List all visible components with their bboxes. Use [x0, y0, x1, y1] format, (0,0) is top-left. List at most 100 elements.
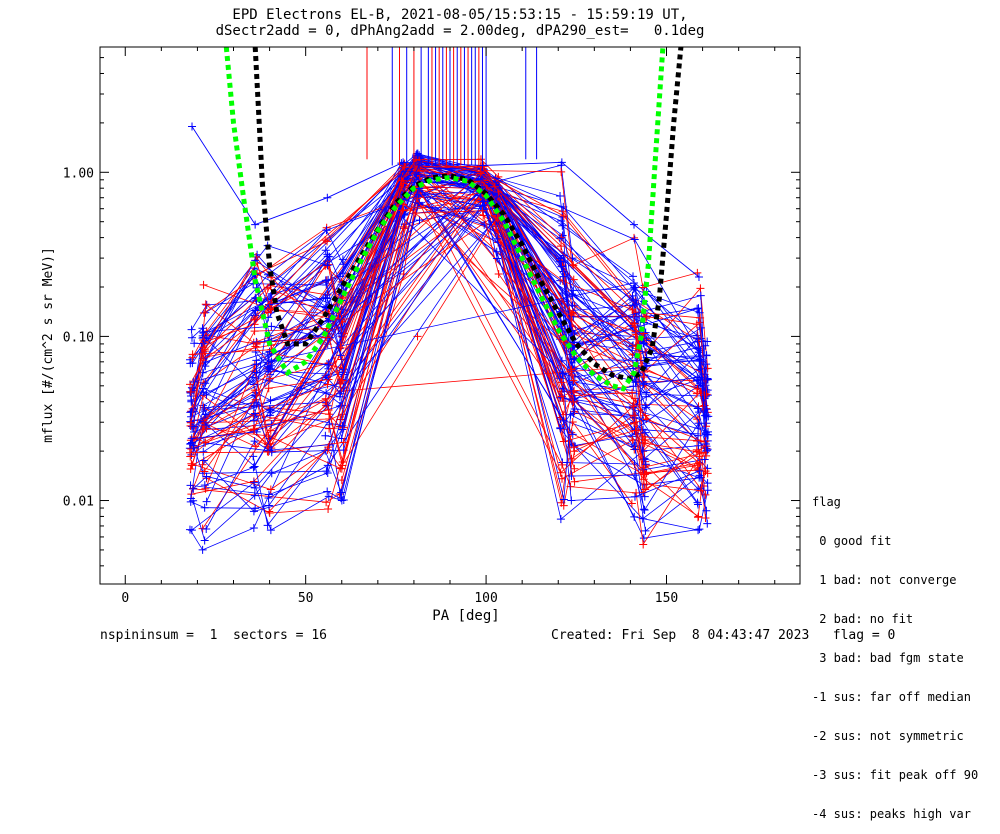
trace-point: [249, 524, 258, 533]
trace-point: [200, 467, 209, 476]
trace-point: [336, 343, 345, 352]
flux-trace: [186, 155, 651, 397]
trace-point: [251, 504, 260, 513]
chart-subtitle: dSectr2add = 0, dPhAng2add = 2.00deg, dP…: [215, 23, 705, 39]
legend-item-high-var: -4 sus: peaks high var: [812, 807, 971, 821]
trace-point: [476, 155, 485, 164]
trace-point: [628, 388, 637, 397]
data-point: [630, 220, 639, 229]
trace-point: [632, 299, 641, 308]
trace-point: [322, 467, 331, 476]
trace-point: [570, 477, 579, 486]
trace-point: [200, 403, 209, 412]
trace-line: [191, 171, 707, 495]
trace-point: [694, 500, 703, 509]
trace-point: [265, 363, 274, 372]
trace-point: [199, 447, 208, 456]
trace-point: [641, 428, 650, 437]
trace-point: [704, 430, 713, 439]
trace-point: [399, 270, 408, 279]
trace-point: [630, 471, 639, 480]
trace-point: [702, 360, 711, 369]
trace-line: [191, 202, 646, 531]
trace-point: [199, 308, 208, 317]
trace-line: [339, 185, 706, 468]
trace-point: [202, 390, 211, 399]
trace-point: [480, 220, 489, 229]
trace-point: [339, 438, 348, 447]
fit-curve-green: [223, 46, 666, 392]
trace-point: [630, 278, 639, 287]
trace-point: [694, 526, 703, 535]
trace-point: [569, 275, 578, 284]
trace-point: [198, 368, 207, 377]
trace-point: [629, 284, 638, 293]
trace-line: [189, 173, 709, 449]
trace-point: [630, 492, 639, 501]
trace-point: [695, 373, 704, 382]
trace-point: [336, 464, 345, 473]
trace-point: [642, 403, 651, 412]
trace-point: [187, 325, 196, 334]
trace-point: [202, 472, 211, 481]
trace-point: [322, 226, 331, 235]
trace-point: [693, 304, 702, 313]
trace-point: [557, 460, 566, 469]
trace-line: [189, 206, 709, 551]
trace-point: [321, 394, 330, 403]
trace-point: [199, 456, 208, 465]
trace-point: [556, 468, 565, 477]
trace-point: [492, 183, 501, 192]
trace-point: [266, 305, 275, 314]
trace-point: [201, 379, 210, 388]
trace-point: [415, 160, 424, 169]
trace-point: [321, 371, 330, 380]
trace-point: [555, 234, 564, 243]
trace-point: [493, 254, 502, 263]
trace-line: [193, 180, 705, 449]
trace-point: [694, 431, 703, 440]
trace-point: [692, 445, 701, 454]
trace-point: [323, 469, 332, 478]
trace-point: [641, 460, 650, 469]
trace-point: [252, 337, 261, 346]
trace-point: [411, 209, 420, 218]
legend-item-no-fit: 2 bad: no fit: [812, 612, 914, 626]
trace-point: [630, 312, 639, 321]
trace-point: [703, 519, 712, 528]
trace-point: [264, 493, 273, 502]
trace-point: [249, 463, 258, 472]
trace-point: [253, 338, 262, 347]
fit-curves: [223, 46, 684, 392]
chart-title: EPD Electrons EL-B, 2021-08-05/15:53:15 …: [232, 7, 688, 23]
trace-point: [639, 373, 648, 382]
trace-point: [632, 488, 641, 497]
trace-point: [249, 452, 258, 461]
trace-point: [570, 394, 579, 403]
data-point: [323, 193, 332, 202]
trace-point: [559, 211, 568, 220]
trace-point: [266, 365, 275, 374]
trace-point: [188, 353, 197, 362]
trace-point: [695, 466, 704, 475]
y-tick-label: 1.00: [63, 166, 94, 181]
trace-point: [694, 512, 703, 521]
trace-point: [266, 361, 275, 370]
trace-point: [323, 487, 332, 496]
legend-item-bad-fgm: 3 bad: bad fgm state: [812, 651, 964, 665]
trace-point: [641, 526, 650, 535]
trace-point: [322, 498, 331, 507]
trace-point: [641, 328, 650, 337]
trace-line: [205, 181, 706, 489]
trace-point: [700, 411, 709, 420]
trace-point: [701, 490, 710, 499]
trace-point: [702, 451, 711, 460]
trace-point: [187, 526, 196, 535]
trace-point: [325, 260, 334, 269]
trace-point: [693, 384, 702, 393]
trace-point: [202, 525, 211, 534]
trace-point: [630, 425, 639, 434]
trace-point: [700, 455, 709, 464]
flux-trace: [189, 160, 638, 431]
trace-point: [638, 283, 647, 292]
